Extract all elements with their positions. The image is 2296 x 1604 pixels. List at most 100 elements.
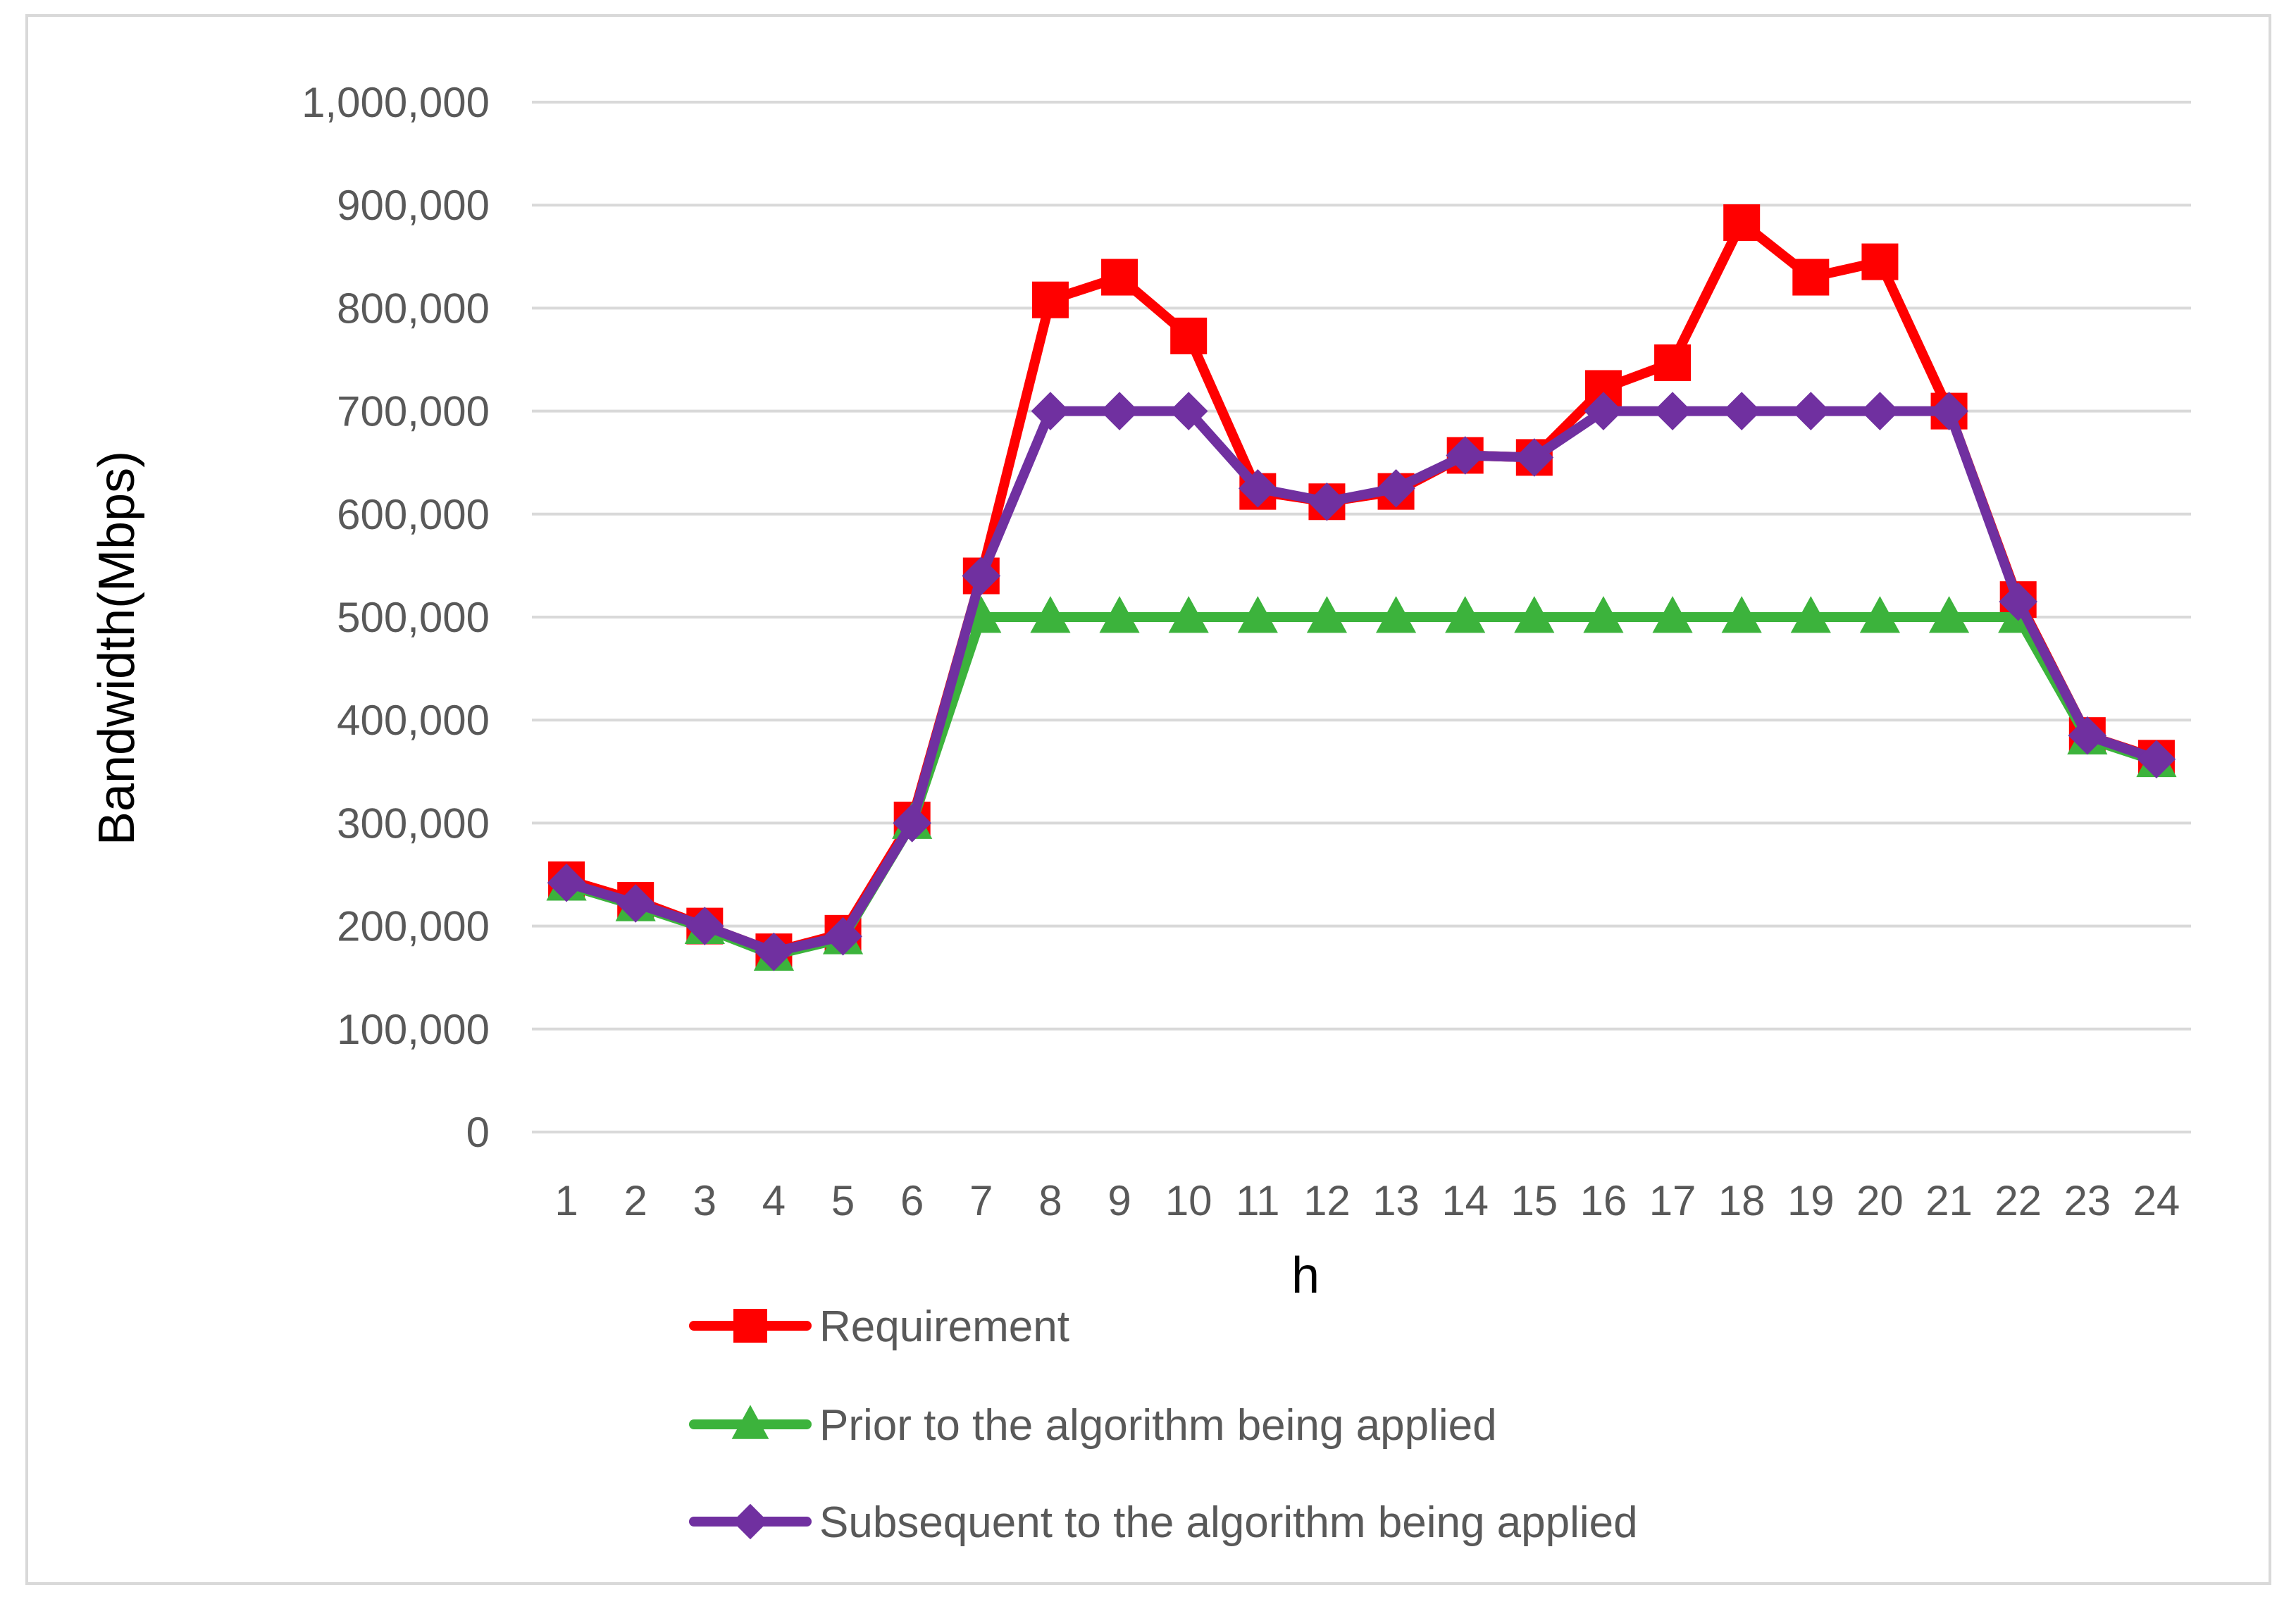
square-marker [1654, 344, 1692, 381]
y-tick-label: 200,000 [337, 903, 490, 950]
x-tick-label: 2 [624, 1177, 647, 1224]
diamond-marker [824, 916, 862, 956]
y-tick-label: 400,000 [337, 697, 490, 744]
x-tick-label: 20 [1856, 1177, 1904, 1224]
triangle-marker [1652, 596, 1693, 633]
x-tick-label: 14 [1441, 1177, 1489, 1224]
x-tick-label: 23 [2064, 1177, 2111, 1224]
diamond-marker [1446, 436, 1484, 475]
square-marker [1170, 317, 1208, 354]
diamond-marker [893, 804, 931, 843]
diamond-marker [755, 932, 793, 971]
series-3 [547, 392, 2176, 971]
x-tick-label: 12 [1303, 1177, 1351, 1224]
diamond-marker [1792, 392, 1830, 430]
x-tick-label: 7 [969, 1177, 993, 1224]
triangle-marker [1306, 596, 1348, 633]
y-tick-label: 1,000,000 [302, 79, 490, 126]
x-tick-label: 17 [1649, 1177, 1696, 1224]
triangle-marker [1790, 596, 1831, 633]
x-tick-label: 1 [554, 1177, 578, 1224]
triangle-marker [1583, 596, 1624, 633]
diamond-marker [1515, 438, 1554, 477]
series-line [561, 218, 2161, 957]
diamond-marker [732, 1503, 769, 1540]
diamond-marker [685, 907, 724, 945]
y-tick-label: 900,000 [337, 182, 490, 229]
x-tick-label: 10 [1165, 1177, 1212, 1224]
diamond-marker [616, 884, 655, 923]
x-tick-label: 3 [693, 1177, 716, 1224]
triangle-marker [1375, 596, 1417, 633]
triangle-marker [1721, 596, 1762, 633]
y-axis-title: Bandwidth(Mbps) [89, 451, 145, 845]
square-marker [1861, 243, 1899, 280]
y-tick-label: 600,000 [337, 491, 490, 538]
triangle-marker [1237, 596, 1278, 633]
square-marker [1723, 204, 1761, 242]
x-tick-label: 4 [762, 1177, 786, 1224]
series-line [561, 612, 2161, 960]
diamond-marker [1100, 392, 1139, 430]
legend-item-2: Prior to the algorithm being applied [689, 1401, 1497, 1450]
x-tick-label: 24 [2133, 1177, 2180, 1224]
y-tick-label: 500,000 [337, 594, 490, 641]
diamond-marker [1239, 468, 1277, 508]
triangle-marker [1928, 596, 1970, 633]
x-tick-label: 9 [1107, 1177, 1131, 1224]
x-tick-label: 16 [1580, 1177, 1627, 1224]
triangle-marker [1514, 596, 1555, 633]
legend-label: Requirement [819, 1303, 1069, 1351]
x-tick-label: 13 [1372, 1177, 1420, 1224]
triangle-marker [731, 1405, 769, 1439]
legend-item-3: Subsequent to the algorithm being applie… [689, 1498, 1638, 1547]
series-line [561, 406, 2161, 957]
x-tick-label: 6 [900, 1177, 924, 1224]
diamond-marker [1930, 392, 1968, 430]
diamond-marker [962, 557, 1001, 595]
x-tick-label: 5 [831, 1177, 855, 1224]
legend: Requirement Prior to the algorithm being … [689, 1303, 1638, 1547]
x-tick-label: 15 [1510, 1177, 1558, 1224]
x-axis-title: h [1291, 1248, 1320, 1304]
x-tick-label: 22 [1994, 1177, 2042, 1224]
diamond-marker [1722, 392, 1761, 430]
legend-label: Subsequent to the algorithm being applie… [819, 1498, 1638, 1547]
y-axis-ticks: 0 100,000 200,000 300,000 400,000 500,000 600,… [302, 79, 490, 1156]
diamond-marker [1861, 392, 1899, 430]
diamond-marker [2068, 716, 2107, 755]
y-tick-label: 300,000 [337, 800, 490, 847]
x-tick-label: 18 [1718, 1177, 1766, 1224]
square-marker [1101, 259, 1138, 296]
x-tick-label: 21 [1925, 1177, 1973, 1224]
series-1 [548, 204, 2175, 971]
diamond-marker [1999, 582, 2037, 621]
y-tick-label: 800,000 [337, 285, 490, 332]
legend-item-1: Requirement [689, 1303, 1069, 1351]
square-marker [733, 1309, 767, 1343]
x-tick-label: 8 [1038, 1177, 1062, 1224]
y-tick-label: 700,000 [337, 388, 490, 435]
y-tick-label: 100,000 [337, 1006, 490, 1053]
diamond-marker [1584, 392, 1623, 430]
square-marker [1792, 259, 1830, 296]
diamond-marker [1031, 392, 1070, 430]
triangle-marker [1030, 596, 1071, 633]
triangle-marker [1445, 596, 1486, 633]
diamond-marker [1169, 392, 1208, 430]
x-axis-ticks: 1 2 3 4 5 6 7 8 9 10 11 12 13 14 15 16 17 18 19 20 21 22 23 24 [554, 1177, 2180, 1224]
diamond-marker [1377, 468, 1415, 508]
y-tick-label: 0 [466, 1109, 490, 1156]
diamond-marker [547, 863, 586, 902]
diamond-marker [1308, 482, 1346, 521]
x-tick-label: 19 [1787, 1177, 1835, 1224]
series-2 [546, 596, 2177, 971]
legend-label: Prior to the algorithm being applied [819, 1401, 1497, 1450]
x-tick-label: 11 [1236, 1177, 1279, 1224]
diamond-marker [2137, 740, 2176, 779]
triangle-marker [1859, 596, 1901, 633]
square-marker [1031, 281, 1069, 318]
triangle-marker [1168, 596, 1209, 633]
series-layer [546, 204, 2177, 971]
